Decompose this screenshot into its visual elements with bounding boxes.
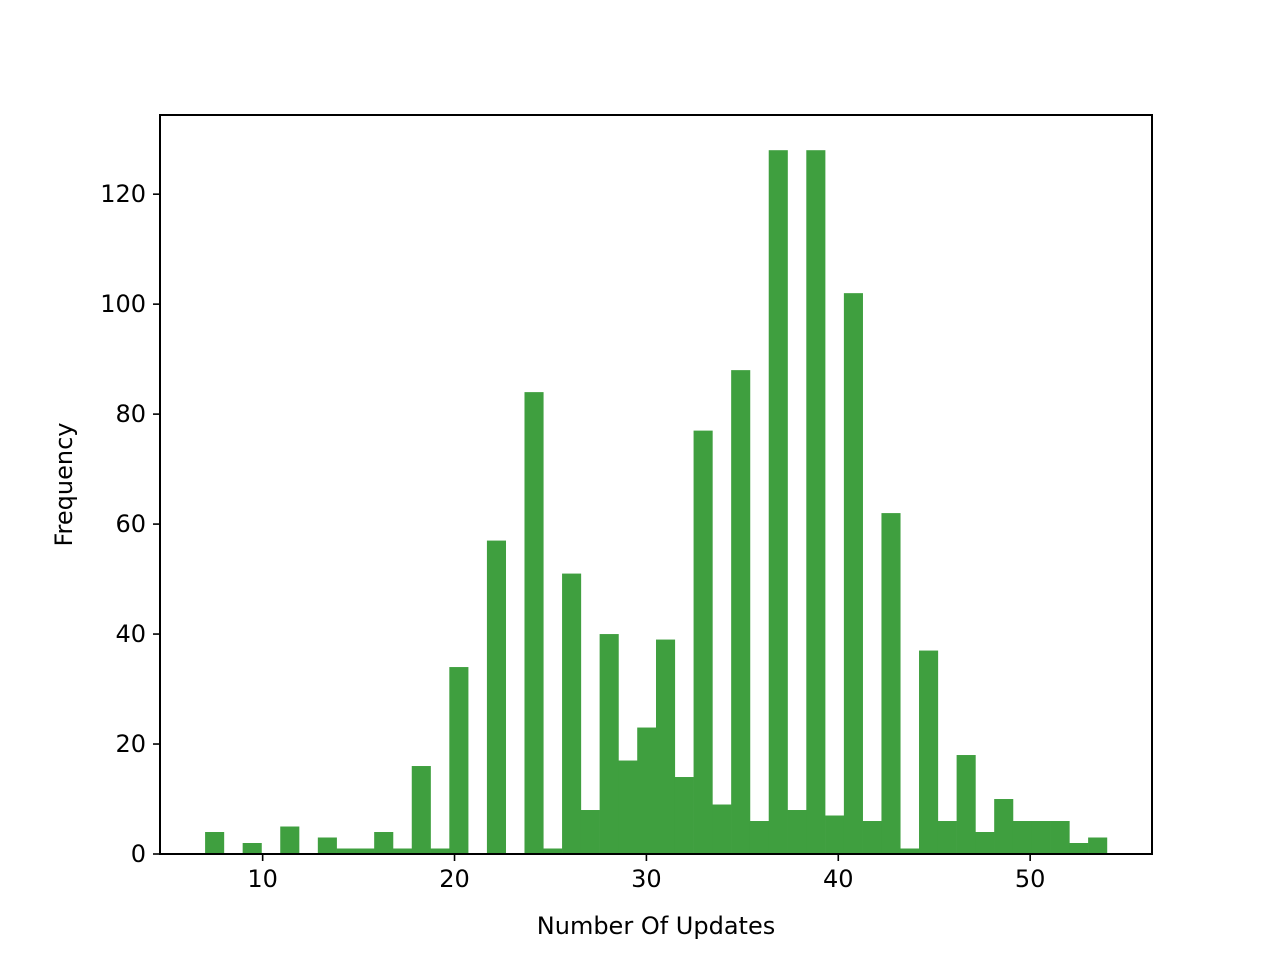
histogram-bar	[205, 832, 225, 854]
histogram-bar	[712, 804, 732, 854]
histogram-bar	[618, 760, 638, 854]
histogram-bar	[862, 821, 882, 854]
histogram-bar	[280, 826, 300, 854]
y-tick-label: 20	[115, 730, 146, 758]
y-tick-label: 100	[100, 290, 146, 318]
y-axis-title: Frequency	[50, 423, 78, 547]
histogram-bar	[674, 777, 694, 854]
bars-group	[205, 150, 1108, 854]
histogram-bar	[919, 650, 939, 854]
histogram-bar	[580, 810, 600, 854]
histogram-bar	[543, 848, 563, 854]
y-axis-ticks: 0 20 40 60 80 100 120	[100, 180, 160, 868]
histogram-bar	[637, 727, 657, 854]
histogram-bar	[374, 832, 394, 854]
histogram-bar	[562, 573, 582, 854]
x-tick-label: 40	[823, 865, 854, 893]
histogram-bar	[242, 843, 262, 854]
histogram-bar	[806, 150, 826, 854]
histogram-bar	[486, 540, 507, 854]
histogram-bar	[825, 815, 845, 854]
histogram-bar	[956, 755, 976, 854]
histogram-bar	[336, 848, 356, 854]
y-tick-label: 0	[131, 840, 146, 868]
x-tick-label: 30	[631, 865, 662, 893]
histogram-bar	[355, 848, 375, 854]
y-tick-label: 120	[100, 180, 146, 208]
histogram-bar	[693, 430, 713, 854]
x-tick-label: 20	[439, 865, 470, 893]
histogram-bar	[900, 848, 920, 854]
histogram-bar	[317, 837, 337, 854]
histogram-bar	[1050, 821, 1070, 854]
histogram-bar	[881, 513, 901, 854]
histogram-bar	[392, 848, 413, 854]
histogram-bar	[449, 667, 469, 854]
x-axis-ticks: 10 20 30 40 50	[247, 854, 1045, 893]
histogram-bar	[994, 799, 1014, 854]
histogram-bar	[731, 370, 751, 854]
histogram-bar	[430, 848, 450, 854]
histogram-bar	[1031, 821, 1051, 854]
y-tick-label: 80	[115, 400, 146, 428]
y-tick-label: 40	[115, 620, 146, 648]
histogram-bar	[843, 293, 863, 854]
histogram-bar	[524, 392, 544, 854]
x-tick-label: 50	[1015, 865, 1046, 893]
x-tick-label: 10	[247, 865, 278, 893]
histogram-bar	[749, 821, 770, 854]
histogram-bar	[937, 821, 957, 854]
histogram-bar	[1012, 821, 1033, 854]
histogram-bar	[787, 810, 807, 854]
plot-area-frame	[159, 114, 1153, 855]
histogram-bar	[1069, 843, 1089, 854]
x-axis-title: Number Of Updates	[537, 912, 775, 940]
histogram-bar	[768, 150, 788, 854]
histogram-bar	[656, 639, 676, 854]
y-tick-label: 60	[115, 510, 146, 538]
histogram-bar	[1088, 837, 1108, 854]
histogram-bar	[411, 766, 431, 854]
histogram-bar	[599, 634, 619, 854]
histogram-bar	[975, 832, 995, 854]
